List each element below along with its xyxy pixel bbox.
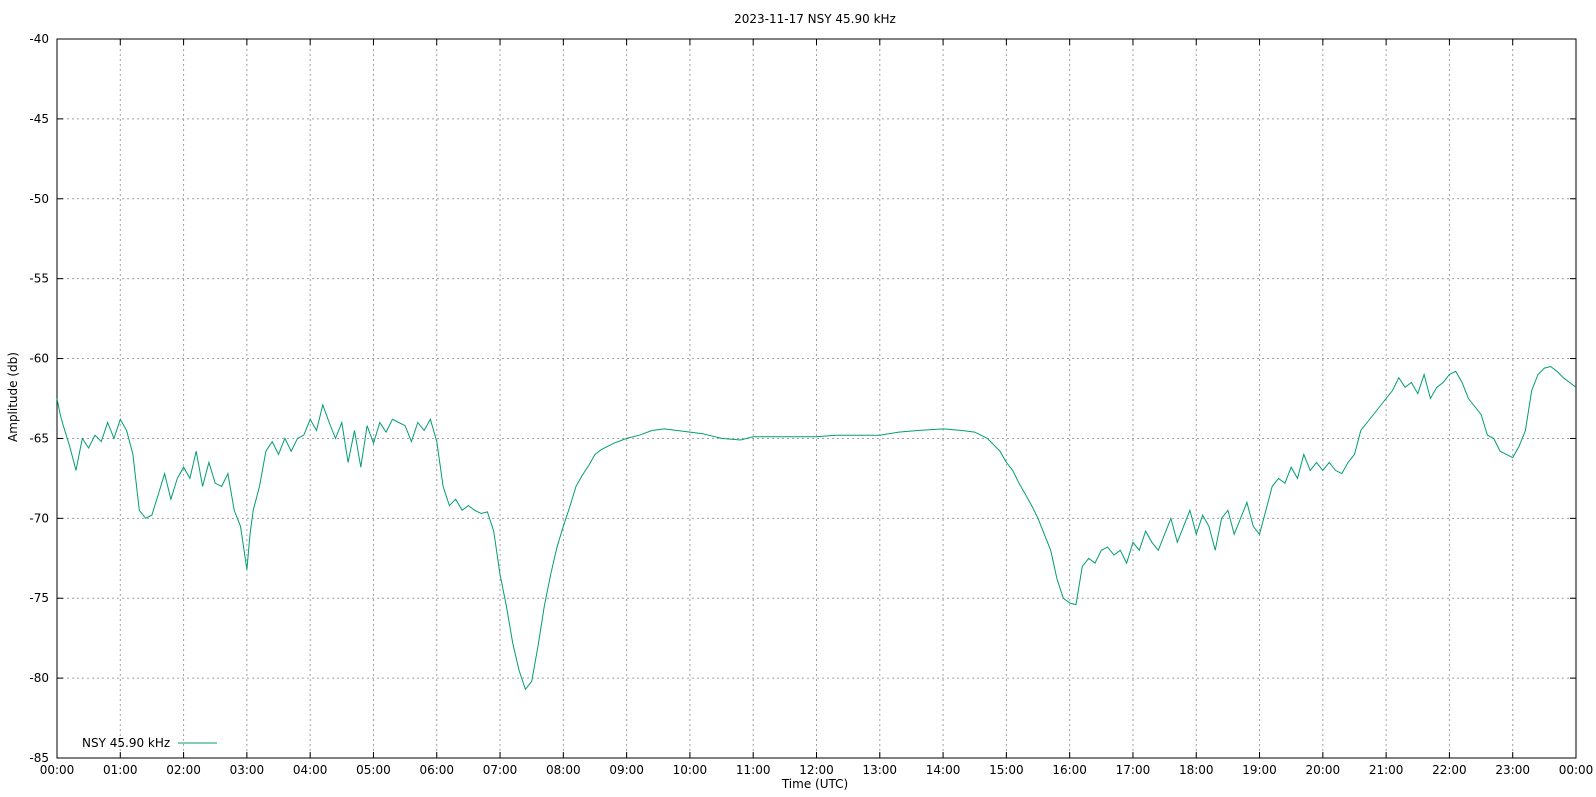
x-tick-label: 06:00 [419,763,454,777]
legend-label: NSY 45.90 kHz [82,736,170,750]
x-tick-label: 21:00 [1369,763,1404,777]
x-axis-title: Time (UTC) [781,777,848,791]
x-tick-label: 02:00 [166,763,201,777]
grid [57,39,1576,758]
x-tick-label: 20:00 [1306,763,1341,777]
y-tick-label: -75 [29,591,49,605]
x-tick-labels: 00:00 01:00 02:00 03:00 04:00 05:00 06:00 07:00… [40,763,1594,777]
y-tick-label: -45 [29,112,49,126]
y-tick-label: -60 [29,352,49,366]
x-tick-label: 12:00 [799,763,834,777]
y-tick-label: -40 [29,32,49,46]
y-tick-label: -55 [29,272,49,286]
y-tick-label: -65 [29,431,49,445]
x-tick-label: 15:00 [989,763,1024,777]
x-tick-label: 03:00 [230,763,265,777]
x-tick-label: 05:00 [356,763,391,777]
x-tick-label: 07:00 [483,763,518,777]
y-tick-label: -80 [29,671,49,685]
x-tick-label: 19:00 [1242,763,1277,777]
x-tick-label: 22:00 [1432,763,1467,777]
legend: NSY 45.90 kHz [82,736,217,750]
y-tick-label: -70 [29,511,49,525]
y-tick-label: -85 [29,751,49,765]
x-tick-label: 01:00 [103,763,138,777]
x-tick-label: 23:00 [1495,763,1530,777]
x-tick-label: 14:00 [926,763,961,777]
x-tick-label: 10:00 [673,763,708,777]
x-tick-label: 11:00 [736,763,771,777]
x-tick-label: 08:00 [546,763,581,777]
x-tick-label: 00:00 [1559,763,1594,777]
x-tick-label: 04:00 [293,763,328,777]
x-tick-label: 16:00 [1052,763,1087,777]
x-tick-label: 00:00 [40,763,75,777]
x-tick-label: 13:00 [862,763,897,777]
y-axis-title: Amplitude (db) [6,352,20,442]
y-tick-labels: -40 -45 -50 -55 -60 -65 -70 -75 -80 -85 [29,32,49,765]
chart-title: 2023-11-17 NSY 45.90 kHz [734,12,896,26]
series-line-nsy [56,365,1577,691]
x-tick-label: 18:00 [1179,763,1214,777]
x-tick-label: 17:00 [1116,763,1151,777]
x-tick-label: 09:00 [609,763,644,777]
y-tick-label: -50 [29,192,49,206]
